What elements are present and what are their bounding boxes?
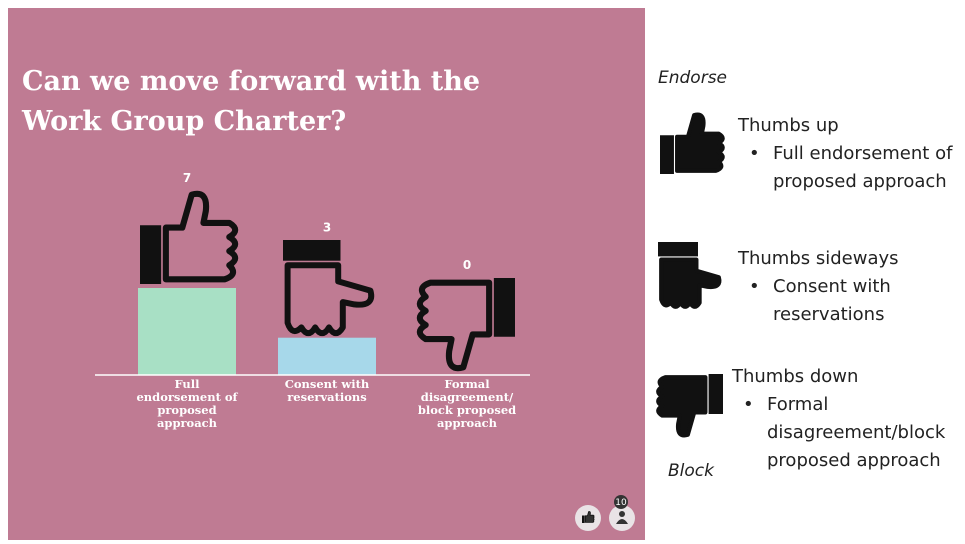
legend-thumb-sideways (658, 242, 719, 307)
category-label: Formal disagreement/ block proposed appr… (417, 377, 517, 430)
person-icon (619, 511, 625, 517)
participants-count: 10 (615, 498, 627, 508)
category-label: Full endorsement of proposed approach (136, 377, 238, 430)
legend-thumb-up (660, 115, 723, 174)
legend-title: Thumbs down (732, 366, 859, 387)
legend-description: Full endorsement of proposed approach (749, 140, 963, 196)
legend-title: Thumbs up (738, 115, 839, 136)
value-label: 3 (323, 221, 331, 235)
bar (278, 337, 376, 375)
participants-button[interactable] (609, 505, 635, 531)
legend-thumb-down (658, 374, 723, 435)
legend-title: Thumbs sideways (738, 248, 899, 269)
participants-badge (614, 495, 628, 509)
endorse-label: Endorse (658, 68, 728, 88)
category-label: Consent with reservations (284, 377, 370, 404)
value-label: 7 (183, 171, 191, 185)
legend-description: Formal disagreement/block proposed appro… (743, 391, 957, 475)
slide-title: Can we move forward with the Work Group … (22, 66, 481, 137)
value-label: 0 (463, 258, 471, 272)
block-label: Block (668, 461, 714, 481)
legend-description: Consent with reservations (749, 273, 963, 329)
slide (8, 8, 645, 540)
person-icon (616, 519, 628, 524)
bar (138, 288, 236, 375)
